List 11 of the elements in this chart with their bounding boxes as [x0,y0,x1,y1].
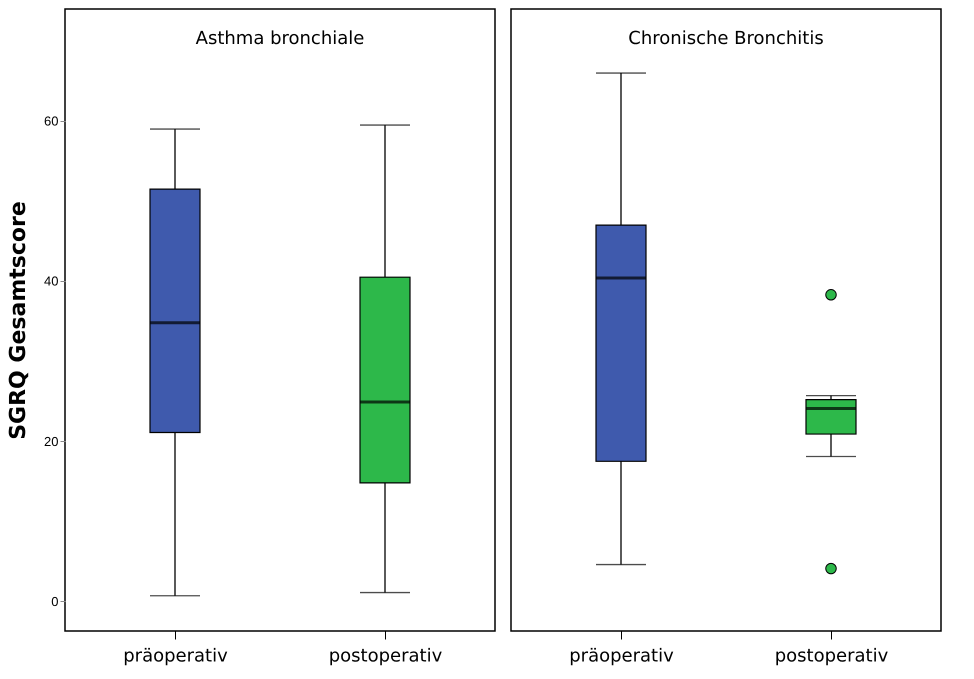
text: Chronische Bronchitis [628,28,824,49]
text: Asthma bronchiale [196,28,364,49]
x-tick-label: präoperativ [569,646,674,666]
x-tick-label: postoperativ [328,646,443,666]
x-tick-label: postoperativ [774,646,889,666]
y-tick-label: 60 [44,114,58,129]
y-tick-label: 40 [44,274,58,289]
y-axis-title: SGRQ Gesamtscore [6,201,32,440]
y-tick-label: 20 [44,434,58,449]
x-tick-label: präoperativ [123,646,228,666]
y-tick-label: 0 [51,594,58,609]
